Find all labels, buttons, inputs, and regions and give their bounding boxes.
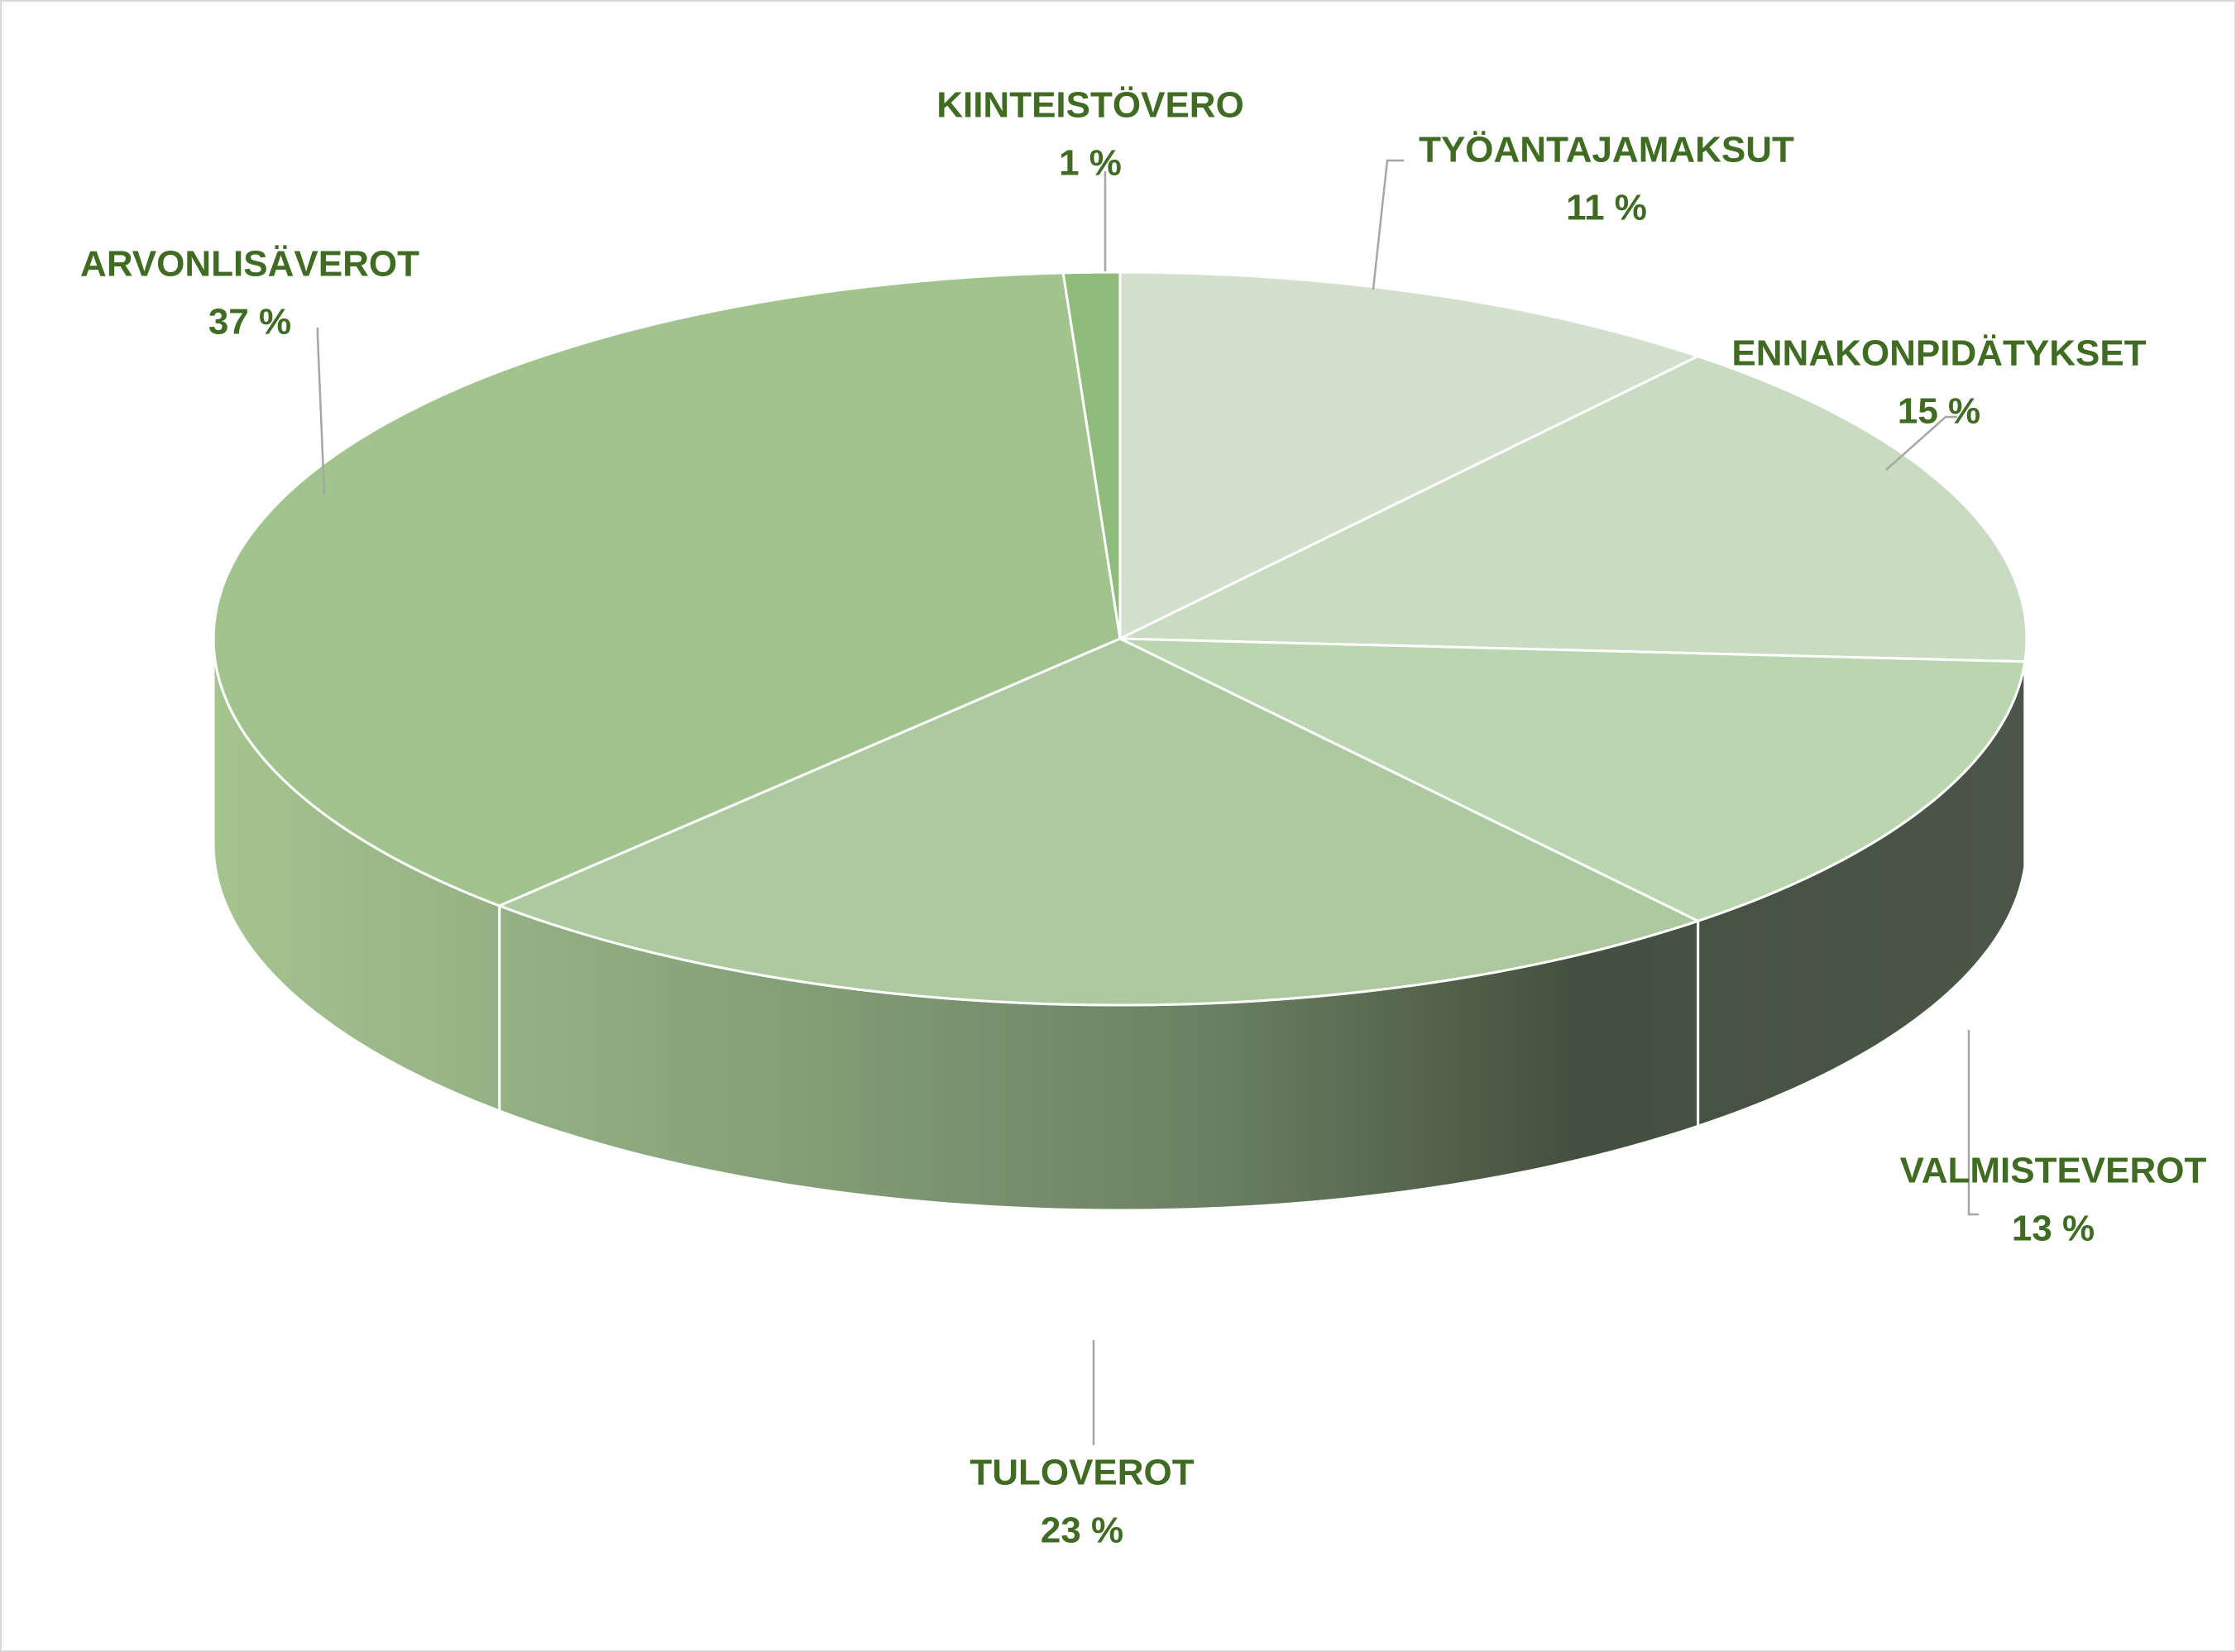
pie-slice-2 xyxy=(1118,637,2027,922)
slice-name-label: TYÖANTAJAMAKSUT xyxy=(1419,129,1794,170)
leader-line-2 xyxy=(1967,1030,1979,1216)
slice-value-label: 37 % xyxy=(208,301,291,342)
slice-name-label: ARVONLISÄVEROT xyxy=(80,243,419,284)
slice-value-label: 11 % xyxy=(1566,187,1647,227)
pie-slice-3 xyxy=(498,637,1700,1007)
slice-name-label: KIINTEISTÖVERO xyxy=(936,84,1244,125)
slice-value-label: 15 % xyxy=(1898,390,1980,431)
slice-name-label: VALMISTEVEROT xyxy=(1900,1150,2207,1190)
slice-name-label: ENNAKONPIDÄTYKSET xyxy=(1731,333,2146,373)
pie-slice-1 xyxy=(1118,355,2028,663)
slice-value-label: 1 % xyxy=(1059,142,1122,183)
slice-value-label: 23 % xyxy=(1041,1510,1123,1550)
slice-value-label: 13 % xyxy=(2012,1208,2095,1248)
pie-slice-4 xyxy=(212,271,1122,907)
leader-line-4 xyxy=(316,328,326,496)
pie-slice-5 xyxy=(1061,271,1122,640)
slice-name-label: TULOVEROT xyxy=(970,1452,1194,1492)
leader-line-1 xyxy=(1885,415,1957,471)
leader-line-0 xyxy=(1372,159,1404,290)
pie-slice-0 xyxy=(1118,271,1700,640)
